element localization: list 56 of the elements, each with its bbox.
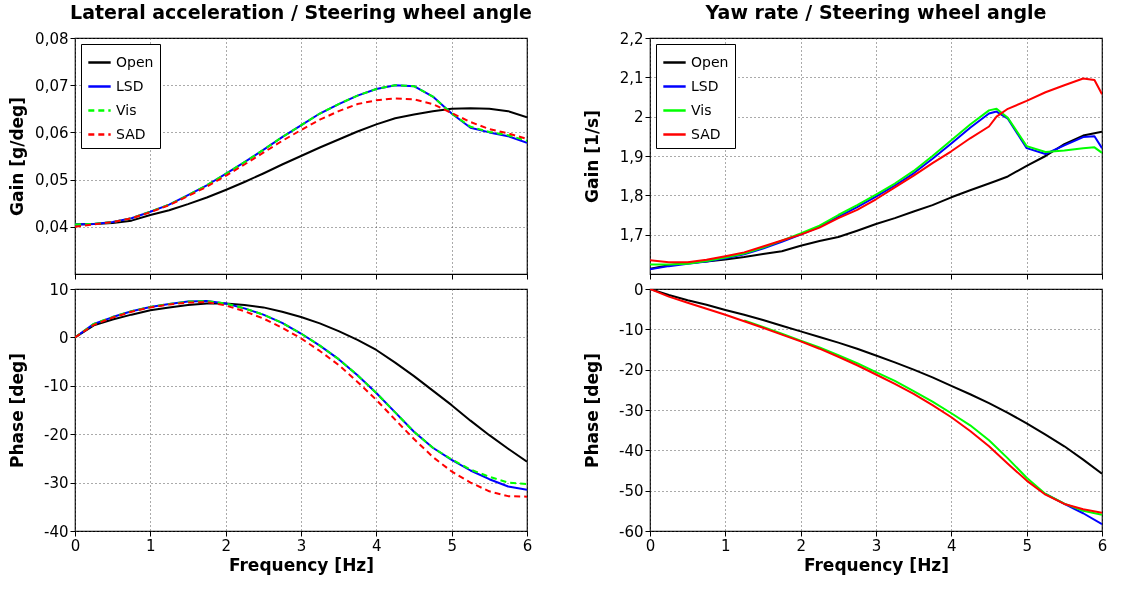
y-axis-title: Gain [1/s] <box>581 110 602 203</box>
x-tick-label: 4 <box>947 536 957 555</box>
y-tick-label: -30 <box>619 401 644 420</box>
y-tick-label: 0,06 <box>35 123 69 142</box>
y-axis-title: Phase [deg] <box>581 352 602 469</box>
y-axis-title: Gain [g/deg] <box>6 96 27 217</box>
x-axis-title: Frequency [Hz] <box>803 554 950 575</box>
x-tick-label: 2 <box>221 536 231 555</box>
y-tick-label: 0,05 <box>35 171 69 190</box>
x-tick-label: 5 <box>1022 536 1032 555</box>
y-tick-label: 0 <box>58 328 69 347</box>
y-tick-label: 10 <box>49 280 69 299</box>
chart-title: Lateral acceleration / Steering wheel angle <box>70 1 532 23</box>
y-tick-label: 2,2 <box>619 29 644 48</box>
y-tick-label: -20 <box>619 361 644 380</box>
y-axis-title: Phase [deg] <box>6 352 27 469</box>
legend-label: Vis <box>691 101 712 118</box>
y-tick-label: 1,8 <box>619 186 644 205</box>
y-tick-label: -10 <box>619 320 644 339</box>
y-tick-label: -50 <box>619 482 644 501</box>
y-tick-label: 1,7 <box>619 226 644 245</box>
y-tick-label: -40 <box>44 522 69 541</box>
y-tick-label: -10 <box>44 377 69 396</box>
legend-label: SAD <box>116 125 146 142</box>
legend-label: Open <box>691 53 729 70</box>
x-tick-label: 4 <box>372 536 382 555</box>
legend-label: LSD <box>691 77 719 94</box>
chart-title: Yaw rate / Steering wheel angle <box>704 1 1047 23</box>
y-tick-label: 2 <box>633 108 644 127</box>
y-tick-label: 1,9 <box>619 147 644 166</box>
x-tick-label: 2 <box>796 536 806 555</box>
x-tick-label: 6 <box>1097 536 1108 555</box>
x-tick-label: 0 <box>70 536 81 555</box>
line-series <box>650 77 1102 264</box>
x-tick-label: 3 <box>871 536 882 555</box>
y-tick-label: 0 <box>633 280 644 299</box>
y-tick-label: 0,07 <box>35 76 69 95</box>
x-tick-label: 0 <box>645 536 656 555</box>
x-tick-label: 1 <box>721 536 731 555</box>
x-tick-label: 6 <box>522 536 533 555</box>
y-tick-label: 0,04 <box>35 218 69 237</box>
legend-label: Vis <box>116 101 137 118</box>
line-series <box>743 319 1102 516</box>
y-tick-label: -20 <box>44 425 69 444</box>
legend-label: LSD <box>116 77 144 94</box>
x-tick-label: 3 <box>296 536 307 555</box>
y-tick-label: 2,1 <box>619 68 644 87</box>
x-tick-label: 1 <box>146 536 156 555</box>
legend-label: Open <box>116 53 154 70</box>
y-tick-label: 0,08 <box>35 29 69 48</box>
y-tick-label: -30 <box>44 474 69 493</box>
x-axis-title: Frequency [Hz] <box>228 554 375 575</box>
y-tick-label: -60 <box>619 522 644 541</box>
legend-label: SAD <box>691 125 721 142</box>
x-tick-label: 5 <box>447 536 457 555</box>
y-tick-label: -40 <box>619 441 644 460</box>
